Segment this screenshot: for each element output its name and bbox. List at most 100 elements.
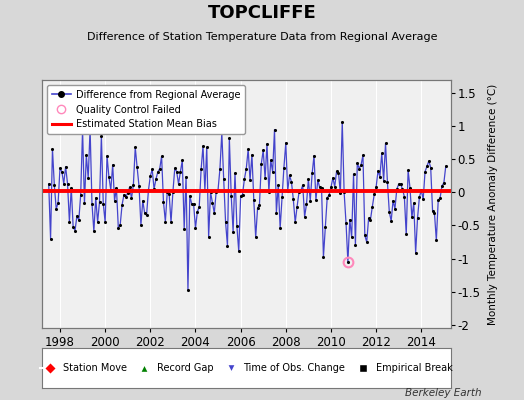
- Point: [366, 216, 375, 223]
- Point: [118, 202, 126, 208]
- Point: [101, 219, 110, 225]
- Point: [429, 208, 437, 214]
- Point: [174, 181, 183, 187]
- Point: [353, 160, 362, 166]
- Point: [144, 187, 152, 194]
- Point: [440, 180, 448, 186]
- Point: [331, 184, 339, 190]
- Point: [374, 168, 382, 174]
- Point: [332, 168, 341, 174]
- Point: [372, 184, 380, 190]
- Point: [114, 225, 123, 231]
- Point: [283, 188, 292, 194]
- Point: [169, 189, 177, 195]
- Point: [342, 220, 350, 226]
- Point: [263, 140, 271, 147]
- Point: [315, 184, 324, 190]
- Point: [246, 177, 254, 184]
- Point: [313, 177, 322, 183]
- Point: [289, 196, 298, 202]
- Point: [327, 184, 335, 191]
- Point: [280, 164, 288, 171]
- Point: [154, 169, 162, 175]
- Point: [424, 158, 433, 164]
- Point: [257, 160, 266, 167]
- Point: [297, 188, 305, 194]
- Point: [150, 186, 158, 192]
- Point: [286, 172, 294, 178]
- Point: [436, 195, 444, 201]
- Point: [242, 166, 250, 172]
- Point: [125, 184, 134, 190]
- Point: [235, 248, 243, 254]
- Point: [208, 200, 216, 206]
- Point: [180, 226, 188, 232]
- Point: [359, 152, 367, 158]
- Point: [254, 205, 262, 211]
- Point: [157, 153, 166, 160]
- Point: [185, 192, 194, 199]
- Point: [350, 171, 358, 178]
- Point: [419, 196, 428, 203]
- Point: [122, 194, 130, 200]
- Point: [93, 219, 102, 225]
- Text: Difference of Station Temperature Data from Regional Average: Difference of Station Temperature Data f…: [87, 32, 437, 42]
- Point: [156, 166, 164, 172]
- Point: [255, 201, 264, 208]
- Point: [171, 165, 179, 172]
- Point: [379, 178, 388, 184]
- Point: [69, 224, 78, 230]
- Point: [281, 140, 290, 146]
- Point: [56, 165, 64, 171]
- Point: [276, 225, 285, 231]
- Point: [417, 187, 425, 194]
- Point: [73, 213, 81, 219]
- Point: [346, 216, 354, 223]
- Y-axis label: Monthly Temperature Anomaly Difference (°C): Monthly Temperature Anomaly Difference (…: [487, 83, 497, 325]
- Point: [270, 126, 279, 133]
- Point: [182, 174, 190, 180]
- Point: [216, 166, 224, 172]
- Point: [370, 191, 378, 198]
- Point: [152, 176, 160, 182]
- Point: [423, 163, 431, 170]
- Point: [195, 204, 203, 210]
- Point: [165, 190, 173, 197]
- Point: [272, 210, 280, 216]
- Point: [159, 199, 168, 205]
- Point: [127, 195, 136, 202]
- Point: [249, 197, 258, 204]
- Point: [74, 217, 83, 223]
- Point: [210, 210, 219, 216]
- Point: [146, 173, 155, 179]
- Point: [261, 175, 269, 182]
- Point: [318, 185, 326, 191]
- Point: [344, 259, 352, 265]
- Point: [323, 195, 331, 201]
- Point: [163, 189, 171, 196]
- Point: [220, 176, 228, 182]
- Point: [385, 209, 394, 215]
- Point: [99, 200, 107, 207]
- Point: [63, 180, 72, 187]
- Point: [124, 190, 132, 196]
- Point: [329, 174, 337, 181]
- Point: [244, 146, 253, 152]
- Point: [80, 200, 89, 206]
- Point: [84, 175, 92, 181]
- Point: [351, 242, 359, 248]
- Point: [77, 192, 85, 198]
- Point: [310, 152, 318, 159]
- Point: [236, 193, 245, 199]
- Point: [199, 143, 207, 149]
- Point: [383, 179, 391, 185]
- Point: [48, 146, 57, 152]
- Point: [112, 185, 121, 191]
- Point: [321, 224, 330, 230]
- Point: [88, 200, 96, 207]
- Point: [138, 198, 147, 204]
- Point: [368, 203, 377, 210]
- Point: [363, 239, 371, 245]
- Point: [95, 199, 104, 205]
- Point: [240, 176, 248, 182]
